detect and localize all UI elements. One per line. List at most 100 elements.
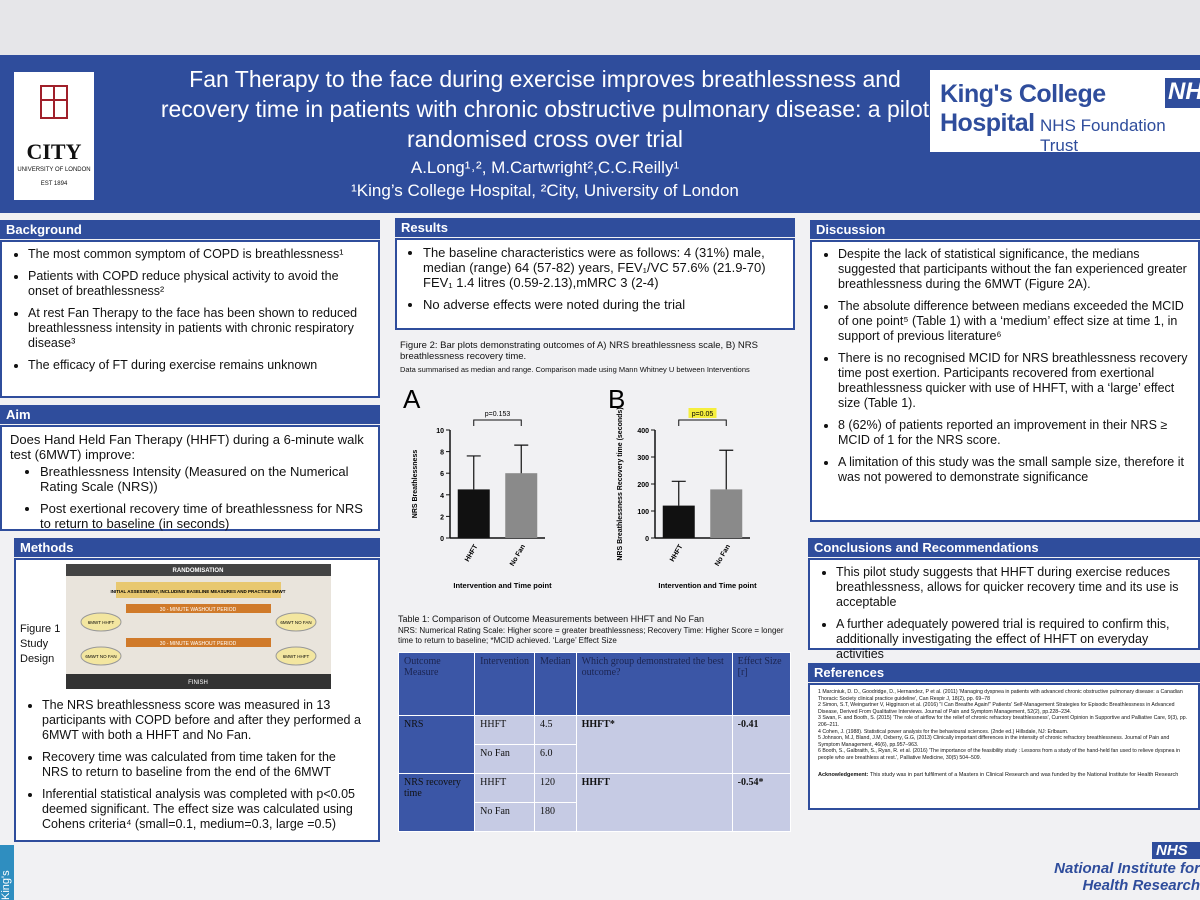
table-cell: NRS recovery time <box>397 773 476 832</box>
table-cell: 4.5 <box>534 715 577 745</box>
reference: 5 Johnson, M.J, Bland, J.M, Oxberry, G.G… <box>818 735 1170 748</box>
x-tick-label: HHFT <box>669 543 685 563</box>
diagram-text: 6MWT NO FAN <box>280 620 311 625</box>
conclusions-box: This pilot study suggests that HHFT duri… <box>808 558 1200 661</box>
y-tick-label: 2 <box>440 514 444 521</box>
diagram-oval <box>80 612 122 632</box>
bullet: 8 (62%) of patients reported an improvem… <box>838 418 1190 448</box>
bullet-list: The baseline characteristics were as fol… <box>405 245 785 312</box>
bar <box>662 505 695 538</box>
table-cell: No Fan <box>474 802 536 832</box>
nhs-badge: NHS <box>1152 842 1200 859</box>
section-heading: References <box>808 663 1200 682</box>
bar <box>505 473 538 538</box>
ack-label: Acknowledgement: <box>818 771 869 778</box>
reference: 3 Swan, F. and Booth, S. (2015) 'The rol… <box>818 715 1188 728</box>
diagram-text: 6MWT HHFT <box>283 654 310 659</box>
crest <box>40 85 68 119</box>
table-cell: HHFT* <box>575 715 733 774</box>
figure-note: Data summarised as median and range. Com… <box>400 365 750 374</box>
authors: A.Long¹˒², M.Cartwright²,C.C.Reilly¹ <box>410 158 680 177</box>
bullet: A limitation of this study was the small… <box>838 455 1190 485</box>
annotation: p=0.153 <box>485 411 511 418</box>
table-cell: HHFT <box>474 715 536 745</box>
aim-box: Does Hand Held Fan Therapy (HHFT) during… <box>0 425 380 531</box>
nihr-logo: National Institute for Health Research <box>1054 860 1200 894</box>
table-header: Effect Size [r] <box>731 652 792 716</box>
table-header: Which group demonstrated the best outcom… <box>575 652 733 716</box>
y-axis-label: NRS Breathlessness Recovery time (second… <box>617 407 624 560</box>
table-note: NRS: Numerical Rating Scale: Higher scor… <box>398 626 784 645</box>
reference: 4 Cohen, J. (1988). Statistical power an… <box>818 728 1069 735</box>
section-heading: Results <box>395 218 795 237</box>
y-tick-label: 100 <box>637 509 649 516</box>
table-caption: Table 1: Comparison of Outcome Measureme… <box>398 614 704 624</box>
nhs-badge: NHS <box>1165 78 1200 108</box>
diagram-text: 6MWT NO FAN <box>85 654 116 659</box>
diagram-text: FINISH <box>188 680 208 686</box>
annotation-highlight <box>688 408 717 418</box>
bullet: The efficacy of FT during exercise remai… <box>28 358 370 373</box>
bullet: Patients with COPD reduce physical activ… <box>28 269 370 299</box>
section-heading: Conclusions and Recommendations <box>808 538 1200 557</box>
y-tick-label: 400 <box>637 428 649 435</box>
figure-caption: Figure 2: Bar plots demonstrating outcom… <box>400 340 758 362</box>
y-tick-label: 300 <box>637 455 649 462</box>
panel-label: A <box>403 384 421 414</box>
diagram-box <box>126 638 271 647</box>
bullet: The most common symptom of COPD is breat… <box>28 247 370 262</box>
bullet-list: Despite the lack of statistical signific… <box>820 247 1190 485</box>
diagram-oval <box>275 646 317 666</box>
x-tick-label: HHFT <box>464 543 480 563</box>
table-row: NRS HHFT 4.5 HHFT* -0.41 <box>397 715 792 774</box>
bullet: Inferential statistical analysis was com… <box>42 787 364 832</box>
side-logo: King's <box>0 845 14 900</box>
table-header: Median <box>534 652 577 716</box>
kch-trust: NHS Foundation Trust <box>1040 116 1166 155</box>
bullet: Post exertional recovery time of breathl… <box>40 501 370 531</box>
table-row: No Fan 180 <box>399 802 791 832</box>
bullet: There is no recognised MCID for NRS brea… <box>838 351 1190 411</box>
bar <box>710 489 743 538</box>
x-axis-label: Intervention and Time point <box>453 581 552 590</box>
y-axis-label: NRS Breathlessness <box>412 450 419 519</box>
poster-title: Fan Therapy to the face during exercise … <box>160 66 930 152</box>
x-tick-label: No Fan <box>714 544 732 568</box>
study-diagram: RANDOMISATION INITIAL ASSESSMENT, INCLUD… <box>66 564 331 689</box>
bullet: Despite the lack of statistical signific… <box>838 247 1190 292</box>
city-est: EST 1894 <box>40 181 68 187</box>
diagram-bar <box>66 674 331 689</box>
chart: A 0 2 4 6 8 10 NRS Breathlessness HHFT No Fan p=0.… <box>403 384 552 590</box>
table-header-row: Outcome Measure Intervention Median Which g… <box>397 652 792 716</box>
y-tick-label: 10 <box>436 428 444 435</box>
diagram-text: RANDOMISATION <box>173 568 224 574</box>
y-tick-label: 0 <box>440 536 444 543</box>
error-bar <box>671 480 686 506</box>
figure-label: Figure 1 Study Design <box>20 623 61 665</box>
x-axis-label: Intervention and Time point <box>658 581 757 590</box>
table-header: Outcome Measure <box>397 652 476 716</box>
reference: 1 Marciniuk, D. D., Goodridge, D., Herna… <box>818 689 1183 702</box>
diagram-text: 30 - MINUTE WASHOUT PERIOD <box>160 607 237 613</box>
bullet-list: The NRS breathlessness score was measure… <box>24 698 364 839</box>
y-tick-label: 4 <box>440 493 444 500</box>
reference-list: 1 Marciniuk, D. D., Goodridge, D., Herna… <box>818 689 1190 762</box>
x-tick-label: No Fan <box>509 544 527 568</box>
y-tick-label: 6 <box>440 471 444 478</box>
diagram-box <box>116 582 281 598</box>
diagram-text: 30 - MINUTE WASHOUT PERIOD <box>160 641 237 647</box>
diagram-box <box>126 604 271 613</box>
results-box: The baseline characteristics were as fol… <box>395 238 795 330</box>
bullet: Recovery time was calculated from time t… <box>42 750 364 780</box>
bullet: No adverse effects were noted during the… <box>423 297 785 312</box>
error-bar <box>466 455 481 490</box>
error-bar <box>514 444 529 474</box>
city-logo: CITY UNIVERSITY OF LONDON EST 1894 <box>14 72 94 200</box>
chart: B 0 100 200 300 400 NRS Breathlessness Recover… <box>608 384 757 590</box>
section-heading: Background <box>0 220 380 239</box>
table-cell: -0.41 <box>731 715 792 774</box>
y-tick-label: 200 <box>637 482 649 489</box>
kch-name: King's College Hospital <box>940 80 1106 137</box>
section-heading: Discussion <box>810 220 1200 239</box>
